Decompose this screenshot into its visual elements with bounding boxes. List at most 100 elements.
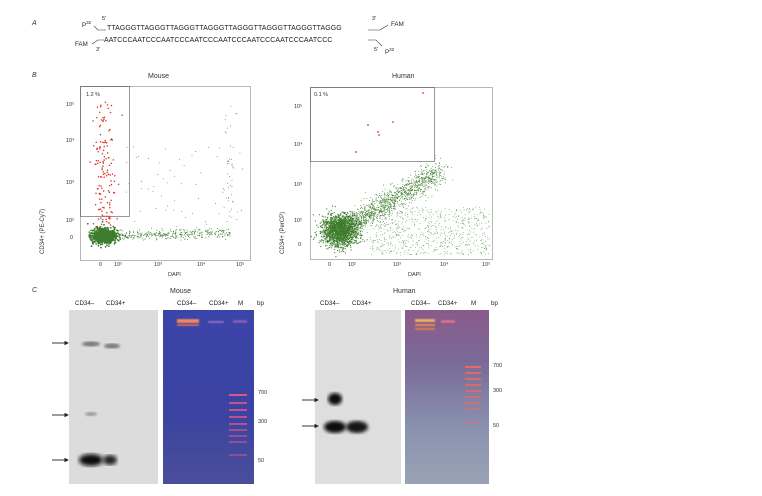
mouse-plot-area [80, 86, 251, 261]
bottom-3prime: 3' [96, 47, 101, 53]
mouse-xtick-1e3: 10³ [154, 262, 162, 268]
mouse-blot-bands [79, 341, 120, 466]
mouse-xtick-1e2: 10² [114, 262, 122, 268]
human-blot [315, 310, 401, 484]
human-ylabel: CD34+ (PerCP) [280, 211, 286, 254]
strand-connectors [91, 24, 389, 47]
ladder-band [229, 454, 247, 456]
top-3prime: 3' [372, 16, 377, 22]
human-blot-band [346, 421, 368, 433]
blot-human-title: Human [393, 288, 416, 295]
mouse-gel-band [208, 321, 224, 323]
ladder-band [465, 372, 481, 374]
human-xtick-1e5: 10⁵ [482, 262, 491, 268]
mouse-xtick-1e4: 10⁴ [197, 262, 206, 268]
human-ytick-0: 0 [298, 242, 302, 248]
panel-label-b: B [32, 72, 37, 79]
human-arrows [302, 397, 319, 429]
mouse-xtick-0: 0 [99, 262, 103, 268]
mouse-ylabel: CD34+ (PE-Cy7) [40, 208, 46, 254]
mouse-ytick-1e2: 10² [66, 218, 74, 224]
mouse-ytick-0: 0 [70, 235, 74, 241]
ladder-band [229, 394, 247, 396]
mouse-blot-band [79, 454, 103, 466]
human-gate [310, 87, 435, 162]
ladder-band [229, 416, 247, 418]
ladder-band [465, 390, 481, 392]
human-blot-band [328, 393, 342, 405]
human-gate-label: 0.1 % [314, 92, 329, 98]
mouse-gel-band [177, 324, 199, 326]
ladder-band [465, 378, 481, 380]
mouse-gate [80, 86, 130, 217]
mouse-ytick-1e4: 10⁴ [66, 138, 75, 144]
human-blot-lane-neg: CD34– [320, 300, 340, 307]
mouse-xlabel: DAPI [168, 272, 181, 278]
panel-label-a: A [32, 20, 37, 27]
mouse-gel-bands [177, 319, 247, 456]
mouse-blot-band [85, 412, 97, 416]
human-gel-band [441, 320, 455, 323]
top-5prime: 5' [102, 16, 107, 22]
top-strand-sequence: TTAGGGTTAGGGTTAGGGTTAGGGTTAGGGTTAGGGTTAG… [107, 25, 342, 32]
flow-mouse-title: Mouse [148, 73, 170, 80]
human-marker-50: 50 [493, 423, 500, 429]
mouse-ytick-1e5: 10⁵ [66, 102, 75, 108]
p32-top-left: P32 [82, 20, 92, 30]
fam-top-right: FAM [391, 21, 404, 28]
human-ytick-1e2: 10² [294, 218, 302, 224]
human-bp-label: bp [491, 300, 498, 307]
mouse-blot-lane-neg: CD34– [75, 300, 95, 307]
human-blot-lane-pos: CD34+ [352, 300, 372, 307]
human-gel-bands [415, 319, 481, 424]
mouse-bp-label: bp [257, 300, 264, 307]
ladder-band [465, 366, 481, 368]
ladder-band [465, 384, 481, 386]
human-xlabel: DAPI [408, 272, 421, 278]
human-gel-lane-m: M [471, 300, 477, 307]
mouse-marker-300: 300 [258, 419, 268, 425]
human-gel [405, 310, 489, 484]
flow-human-title: Human [392, 73, 415, 80]
fam-bottom-left: FAM [75, 41, 88, 48]
mouse-blot [69, 310, 158, 484]
human-gel-band [415, 324, 435, 326]
blot-mouse-title: Mouse [170, 288, 192, 295]
ladder-band [465, 408, 481, 410]
mouse-blot-band [104, 343, 120, 349]
ladder-band [229, 423, 247, 425]
bottom-5prime: 5' [374, 47, 379, 53]
mouse-xtick-1e5: 10⁵ [236, 262, 245, 268]
ladder-band [229, 409, 247, 411]
ladder-band [465, 422, 481, 424]
probe-duplex: P32 5' TTAGGGTTAGGGTTAGGGTTAGGGTTAGGGTTA… [75, 14, 412, 58]
human-ytick-1e4: 10⁴ [294, 142, 303, 148]
mouse-gel [163, 310, 254, 484]
mouse-gel-band [233, 320, 247, 323]
flow-plot-mouse: CD34+ (PE-Cy7) 10⁵ 10⁴ 10³ 10² 0 0 10² 1… [40, 82, 258, 280]
human-ytick-1e3: 10³ [294, 182, 302, 188]
mouse-marker-50: 50 [258, 458, 265, 464]
mouse-arrows [52, 340, 69, 463]
human-blot-band [324, 421, 346, 433]
ladder-band [465, 402, 481, 404]
mouse-gel-band [177, 319, 199, 323]
human-xtick-1e4: 10⁴ [440, 262, 449, 268]
human-gel-lane-neg: CD34– [411, 300, 431, 307]
mouse-blot-band [82, 341, 100, 347]
human-xtick-1e3: 10³ [393, 262, 401, 268]
panel-label-c: C [32, 287, 38, 294]
human-plot-area [310, 87, 493, 260]
mouse-gel-lane-m: M [238, 300, 244, 307]
ladder-band [229, 441, 247, 443]
mouse-gate-label: 1.2 % [86, 92, 101, 98]
mouse-blot-band [103, 455, 117, 465]
mouse-gel-lane-neg: CD34– [177, 300, 197, 307]
human-ytick-1e5: 10⁵ [294, 104, 303, 110]
mouse-ytick-1e3: 10³ [66, 180, 74, 186]
mouse-gel-lane-pos: CD34+ [209, 300, 229, 307]
human-gel-lane-pos: CD34+ [438, 300, 458, 307]
human-blot-bands [324, 393, 368, 433]
bottom-strand-sequence: AATCCCAATCCCAATCCCAATCCCAATCCCAATCCCAATC… [104, 37, 333, 44]
human-xtick-0: 0 [328, 262, 332, 268]
